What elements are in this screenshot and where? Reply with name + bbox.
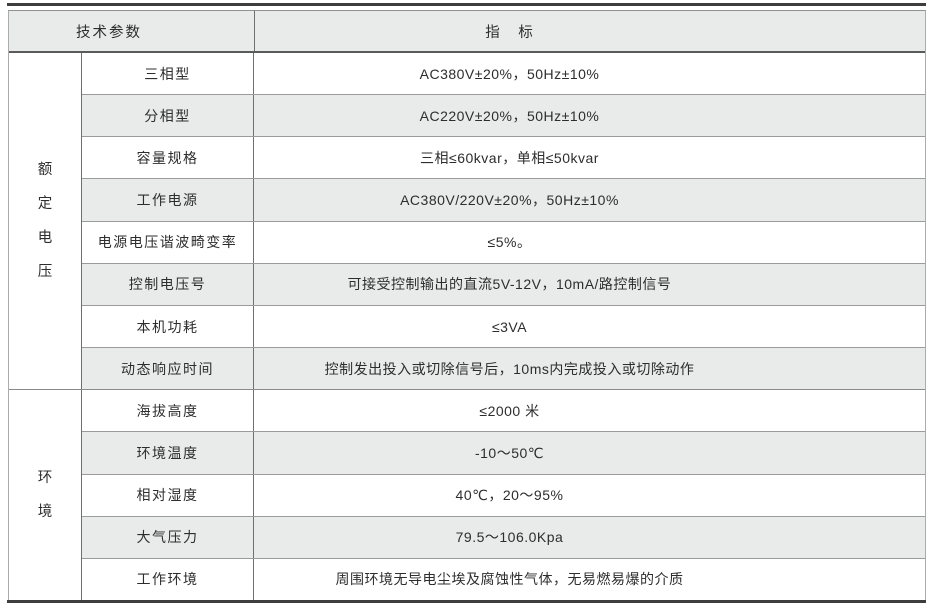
technical-parameters-table: 技术参数 指 标 额定电压 三相型 AC380V±20%，50Hz±10% 分相型 A… (8, 10, 926, 601)
value-cell: ≤3VA (491, 318, 528, 335)
parameter-cell: 分相型 (82, 95, 254, 137)
table-row: 容量规格 三相≤60kvar，单相≤50kvar (82, 137, 925, 180)
parameter-cell: 海拔高度 (82, 390, 254, 432)
parameter-cell: 工作电源 (82, 179, 254, 221)
table-row: 海拔高度 ≤2000 米 (82, 390, 925, 433)
value-cell: -10～50℃ (474, 444, 545, 461)
value-cell: 40℃，20～95% (455, 487, 564, 504)
value-cell: 控制发出投入或切除信号后，10ms内完成投入或切除动作 (324, 360, 695, 377)
table-header-row: 技术参数 指 标 (9, 11, 925, 53)
value-cell: ≤5%。 (487, 234, 532, 251)
parameter-cell: 相对湿度 (82, 474, 254, 516)
group-environment: 环境 海拔高度 ≤2000 米环境温度 -10～50℃ 相对湿度 40℃，20～95% 大… (9, 390, 925, 601)
parameter-cell: 容量规格 (82, 137, 254, 179)
group-label: 额定电压 (37, 161, 53, 280)
value-cell: ≤2000 米 (479, 402, 540, 419)
table-row: 电源电压谐波畸变率 ≤5%。 (82, 221, 925, 264)
table-row: 工作电源 AC380V/220V±20%，50Hz±10% (82, 179, 925, 222)
group-rated-voltage: 额定电压 三相型 AC380V±20%，50Hz±10% 分相型 AC220V±20%… (9, 53, 925, 391)
value-cell: 三相≤60kvar，单相≤50kvar (420, 149, 599, 166)
group-label-cell: 环境 (9, 390, 82, 600)
parameter-cell: 本机功耗 (82, 305, 254, 348)
parameter-cell: 控制电压号 (82, 263, 254, 305)
table-row: 环境温度 -10～50℃ (82, 432, 925, 475)
value-cell: AC380V±20%，50Hz±10% (419, 65, 600, 82)
value-cell: AC220V±20%，50Hz±10% (419, 107, 600, 124)
parameter-cell: 大气压力 (82, 516, 254, 558)
parameter-cell: 三相型 (82, 53, 254, 95)
table-row: 控制电压号 可接受控制输出的直流5V-12V，10mA/路控制信号 (82, 263, 925, 306)
table-row: 三相型 AC380V±20%，50Hz±10% (82, 53, 925, 96)
table-row: 分相型 AC220V±20%，50Hz±10% (82, 95, 925, 138)
table-row: 相对湿度 40℃，20～95% (82, 474, 925, 517)
top-rule (7, 3, 926, 6)
parameter-cell: 环境温度 (82, 432, 254, 474)
table-row: 动态响应时间 控制发出投入或切除信号后，10ms内完成投入或切除动作 (82, 348, 925, 390)
bottom-rule (7, 600, 926, 603)
value-cell: AC380V/220V±20%，50Hz±10% (400, 192, 619, 209)
group-label: 环境 (37, 469, 53, 520)
table-row: 大气压力 79.5～106.0Kpa (82, 516, 925, 559)
table-body: 额定电压 三相型 AC380V±20%，50Hz±10% 分相型 AC220V±20%… (9, 53, 925, 601)
header-cell-indicator: 指 标 (485, 24, 535, 41)
value-cell: 可接受控制输出的直流5V-12V，10mA/路控制信号 (347, 276, 672, 293)
table-row: 本机功耗 ≤3VA (82, 305, 925, 349)
parameter-cell: 电源电压谐波畸变率 (82, 221, 254, 263)
parameter-cell: 动态响应时间 (82, 348, 254, 390)
group-rows: 海拔高度 ≤2000 米环境温度 -10～50℃ 相对湿度 40℃，20～95% 大气压力… (82, 390, 925, 601)
group-rows: 三相型 AC380V±20%，50Hz±10% 分相型 AC220V±20%，50Hz… (82, 53, 925, 390)
table-row: 工作环境 周围环境无导电尘埃及腐蚀性气体，无易燃易爆的介质 (82, 558, 925, 601)
parameter-cell: 工作环境 (82, 558, 254, 601)
value-cell: 79.5～106.0Kpa (455, 529, 564, 546)
group-label-cell: 额定电压 (9, 53, 82, 390)
header-cell-parameter: 技术参数 (9, 11, 255, 51)
value-cell: 周围环境无导电尘埃及腐蚀性气体，无易燃易爆的介质 (335, 571, 684, 588)
